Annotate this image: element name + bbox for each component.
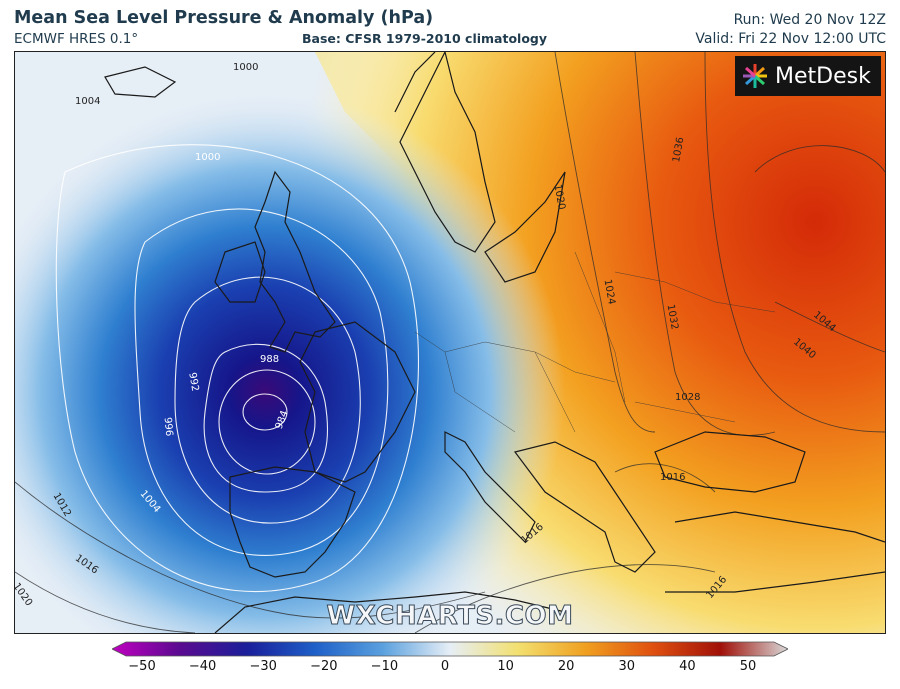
isobar-label: 1028 (675, 392, 700, 403)
isobars-dark (15, 52, 885, 633)
isobars-low (55, 144, 419, 592)
isobar-label: 1004 (75, 96, 100, 107)
isobar-label: 992 (186, 372, 200, 393)
coastlines (104, 52, 885, 633)
colorbar-tick-label: −50 (128, 659, 156, 674)
colorbar-tick-label: 30 (618, 659, 636, 674)
valid-time-label: Valid: Fri 22 Nov 12:00 UTC (695, 31, 886, 47)
colorbar-tick-label: 0 (440, 659, 450, 674)
wxcharts-watermark: WXCHARTS.COM (326, 601, 574, 632)
pressure-anomaly-map: 1000 1004 1000 988 992 996 984 1012 1004… (14, 51, 886, 634)
map-title: Mean Sea Level Pressure & Anomaly (hPa) (14, 8, 434, 28)
colorbar-gradient (111, 641, 789, 657)
metdesk-logo: MetDesk (735, 56, 881, 96)
colorbar-tick-label: −10 (370, 659, 399, 674)
climatology-base-label: Base: CFSR 1979-2010 climatology (302, 31, 548, 46)
colorbar-tick-label: −40 (188, 659, 217, 674)
colorbar-tick-label: 10 (497, 659, 514, 674)
isobar-label: 1032 (665, 304, 680, 331)
isobar-label: 1000 (233, 62, 258, 73)
isobar-label: 1020 (552, 184, 567, 211)
colorbar-tick-label: 20 (557, 659, 575, 674)
colorbar-tick-label: −20 (310, 659, 338, 674)
low-pressure-anomaly (15, 52, 885, 633)
isobar-label: 1024 (602, 279, 617, 306)
isobar-label: 1016 (660, 472, 685, 483)
colorbar-tick-label: 40 (679, 659, 696, 674)
colorbar-tick-label: 50 (739, 659, 757, 674)
isobar-label: 996 (162, 417, 175, 437)
isobar-label: 1000 (195, 152, 220, 163)
isobar-label: 1036 (671, 136, 686, 163)
starburst-logo-icon (743, 64, 767, 88)
colorbar-tick-label: −30 (249, 659, 277, 674)
country-borders (414, 251, 776, 433)
model-label: ECMWF HRES 0.1° (14, 31, 139, 47)
logo-text: MetDesk (775, 63, 871, 89)
anomaly-colorbar: −50 −40 −30 −20 −10 0 10 20 30 40 50 (111, 641, 789, 681)
map-canvas: 1000 1004 1000 988 992 996 984 1012 1004… (15, 52, 885, 633)
isobar-label: 988 (260, 354, 279, 365)
run-time-label: Run: Wed 20 Nov 12Z (733, 12, 886, 28)
colorbar-bar (111, 641, 789, 657)
